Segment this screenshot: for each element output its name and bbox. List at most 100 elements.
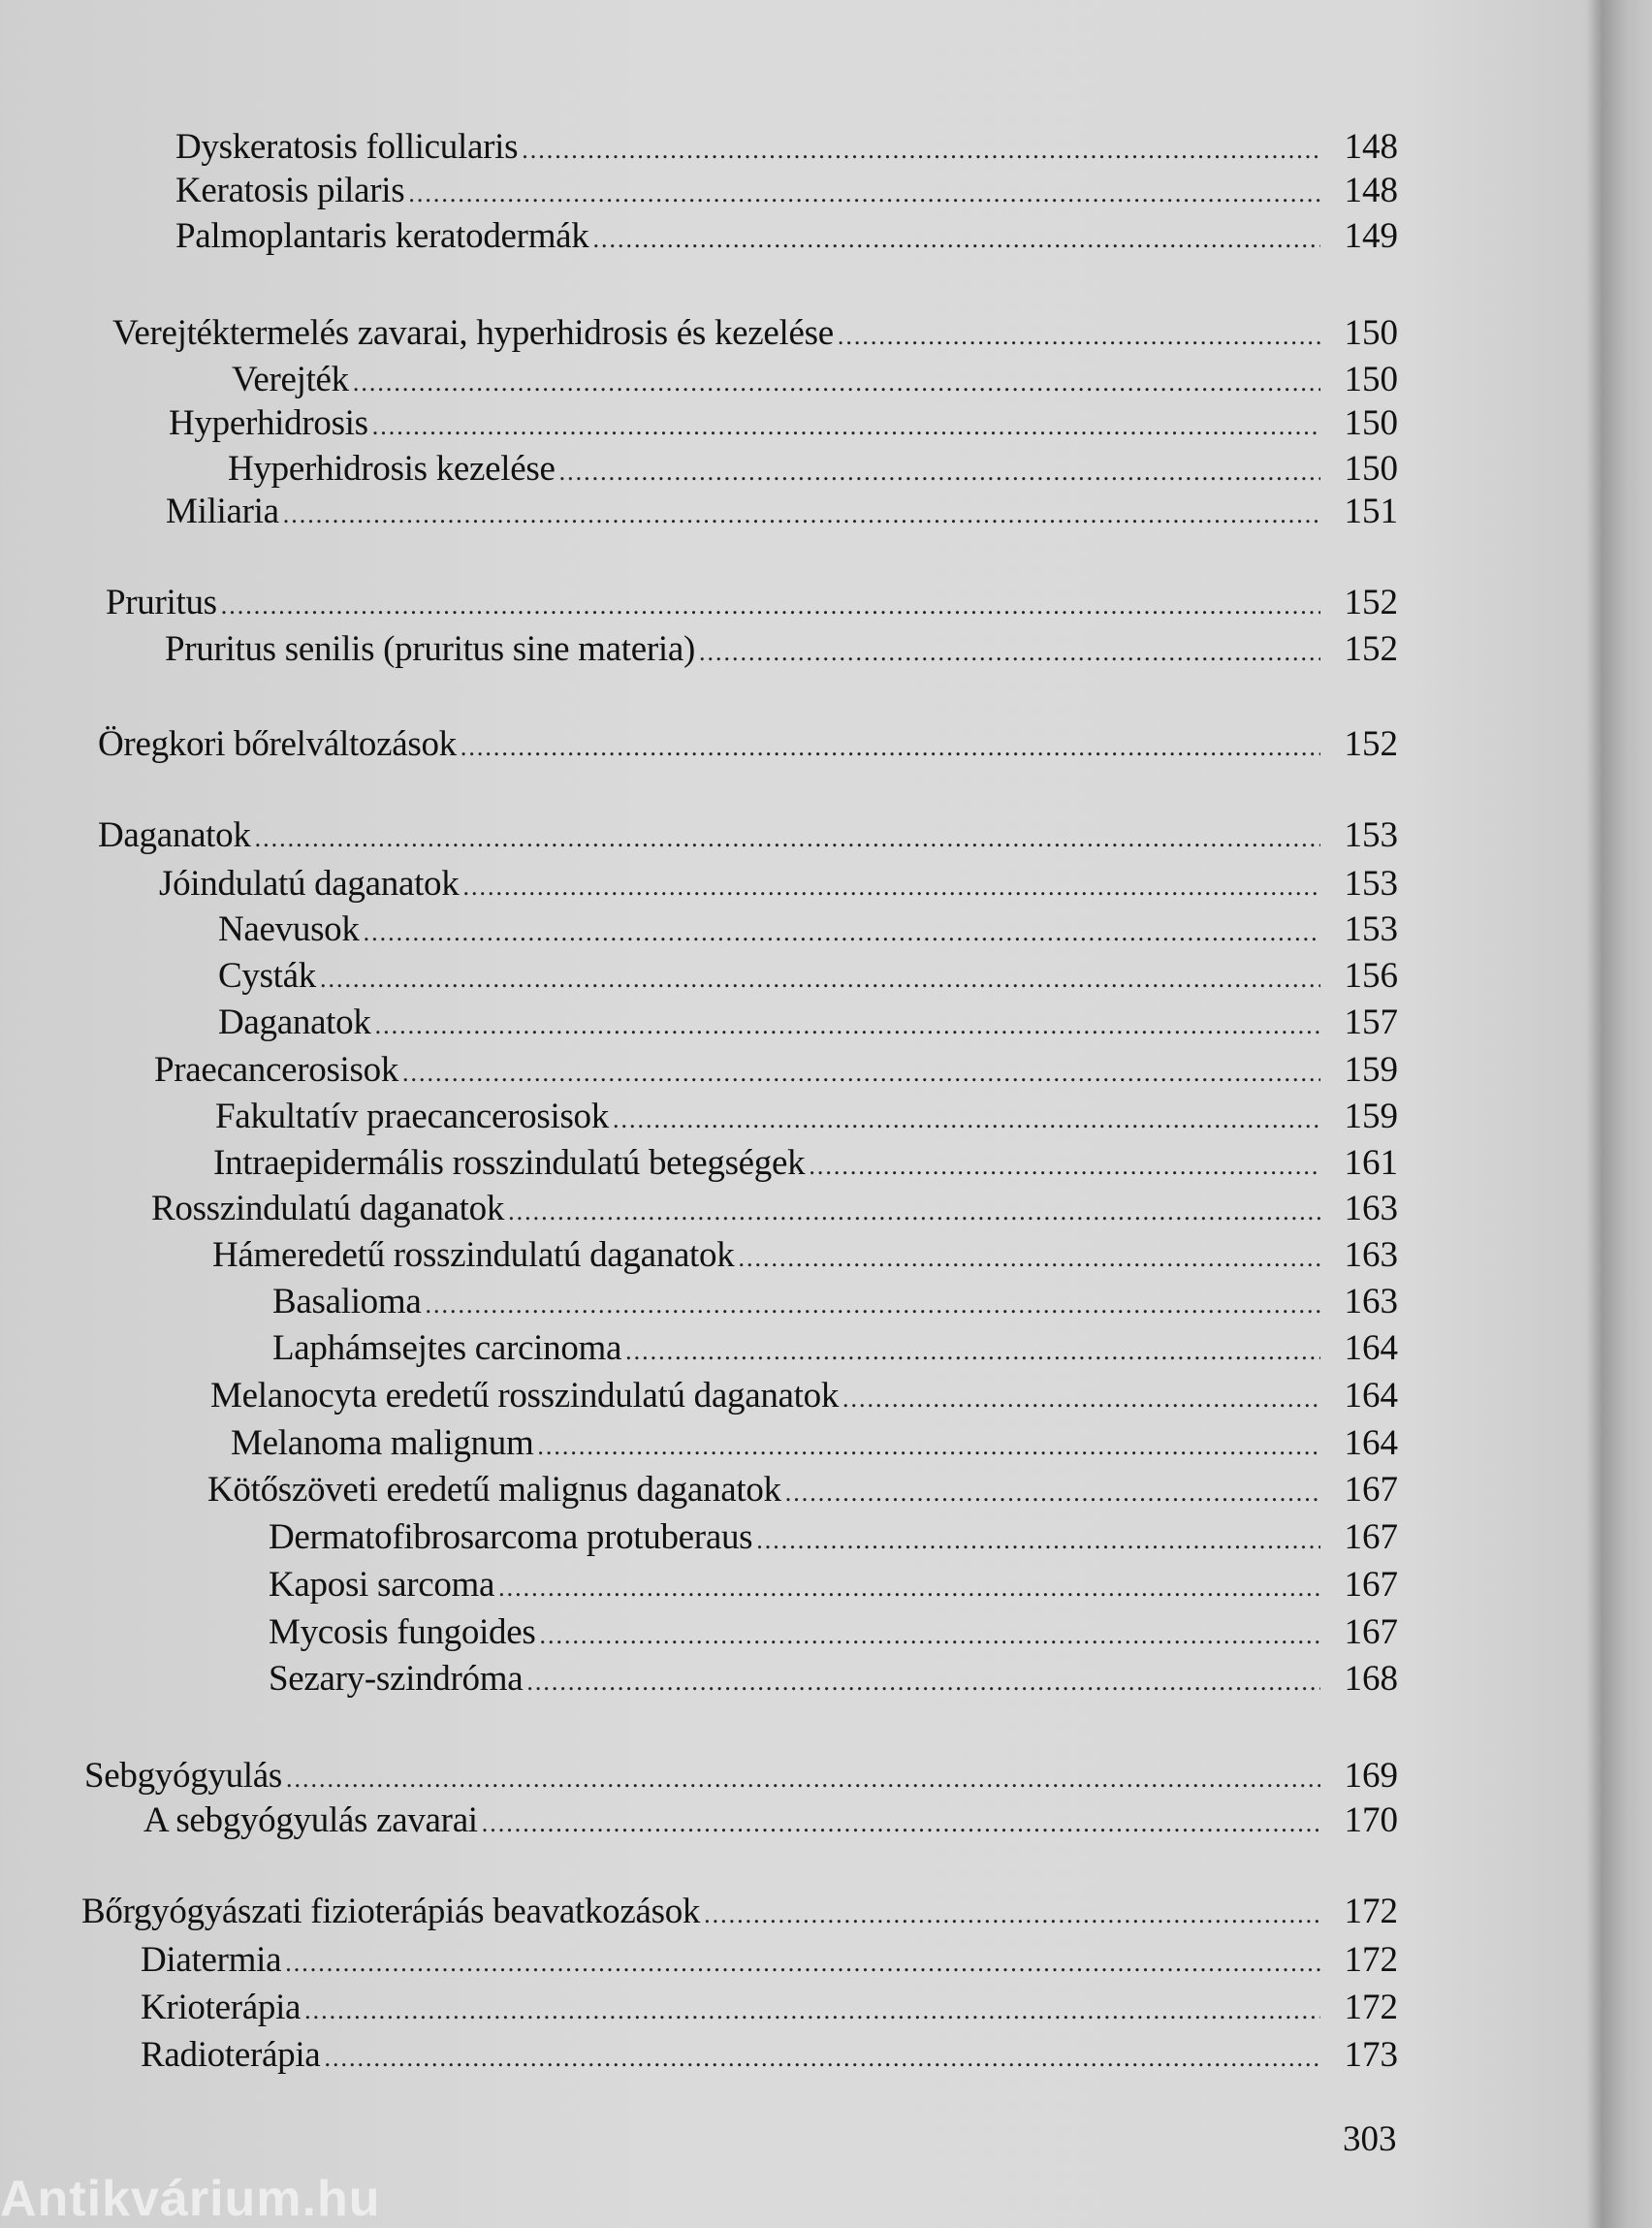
entry-title: Laphámsejtes carcinoma: [272, 1328, 622, 1368]
entry-page: 149: [1344, 216, 1399, 256]
entry-title: Keratosis pilaris: [175, 171, 405, 210]
entry-title: Praecancerosisok: [154, 1050, 399, 1090]
dot-leader: [425, 1284, 1320, 1326]
entry-page: 164: [1344, 1328, 1399, 1368]
dot-leader: [809, 1145, 1320, 1188]
entry-title: Palmoplantaris keratodermák: [175, 216, 589, 256]
toc-entry: Hámeredetű rosszindulatú daganatok 163: [212, 1234, 1398, 1280]
dot-leader: [462, 866, 1320, 908]
entry-page: 167: [1344, 1612, 1399, 1652]
entry-title: Melanoma malignum: [231, 1423, 534, 1463]
entry-page: 150: [1344, 403, 1399, 443]
entry-title: Kaposi sarcoma: [269, 1565, 495, 1605]
toc-entry: Sezary-szindróma 168: [269, 1658, 1398, 1703]
entry-title: Radioterápia: [141, 2035, 321, 2075]
toc-entry: Melanocyta eredetű rosszindulatú daganat…: [210, 1375, 1398, 1420]
toc-entry: Laphámsejtes carcinoma 164: [272, 1327, 1398, 1373]
toc-entry: Kaposi sarcoma 167: [269, 1564, 1398, 1609]
entry-page: 170: [1344, 1800, 1399, 1840]
dot-leader: [508, 1191, 1320, 1233]
entry-title: Mycosis fungoides: [269, 1612, 536, 1652]
toc-entry: Hyperhidrosis 150: [169, 402, 1398, 448]
toc-entry: Mycosis fungoides 167: [269, 1611, 1398, 1657]
entry-title: Melanocyta eredetű rosszindulatú daganat…: [210, 1376, 840, 1416]
entry-page: 161: [1344, 1143, 1399, 1183]
entry-title: Öregkori bőrelváltozások: [98, 724, 457, 764]
entry-title: Cysták: [218, 956, 316, 996]
entry-page: 153: [1344, 815, 1399, 855]
toc-entry: Bőrgyógyászati fizioterápiás beavatkozás…: [81, 1891, 1398, 1936]
entry-title: Verejtéktermelés zavarai, hyperhidrosis …: [112, 313, 834, 353]
entry-page: 168: [1344, 1659, 1399, 1699]
entry-title: Dermatofibrosarcoma protuberaus: [269, 1517, 753, 1557]
entry-page: 148: [1344, 171, 1399, 210]
entry-page: 150: [1344, 449, 1399, 489]
dot-leader: [704, 1894, 1320, 1936]
entry-page: 164: [1344, 1376, 1399, 1416]
dot-leader: [375, 1004, 1320, 1047]
dot-leader: [738, 1237, 1320, 1280]
entry-title: Hyperhidrosis: [169, 403, 368, 443]
toc-entry: Radioterápia 173: [141, 2034, 1398, 2080]
entry-page: 151: [1344, 492, 1399, 531]
entry-title: Basalioma: [272, 1282, 422, 1321]
dot-leader: [461, 726, 1320, 769]
entry-page: 173: [1344, 2035, 1399, 2075]
entry-page: 152: [1344, 724, 1399, 764]
entry-page: 153: [1344, 909, 1399, 949]
toc-entry: Sebgyógyulás 169: [84, 1755, 1398, 1800]
toc-entry: Krioterápia 172: [141, 1987, 1398, 2032]
toc-entry: Kötőszöveti eredetű malignus daganatok 16…: [207, 1469, 1398, 1514]
entry-title: Pruritus: [106, 583, 217, 622]
entry-page: 163: [1344, 1189, 1399, 1228]
entry-page: 172: [1344, 1940, 1399, 1980]
toc-entry: A sebgyógyulás zavarai 170: [143, 1799, 1398, 1845]
entry-title: Rosszindulatú daganatok: [151, 1189, 505, 1228]
dot-leader: [408, 173, 1320, 215]
dot-leader: [785, 1472, 1320, 1514]
entry-page: 159: [1344, 1097, 1399, 1136]
toc-entry: Dyskeratosis follicularis 148: [175, 126, 1398, 172]
toc-entry: Verejtéktermelés zavarai, hyperhidrosis …: [112, 312, 1398, 358]
entry-title: A sebgyógyulás zavarai: [143, 1800, 478, 1840]
toc-entry: Dermatofibrosarcoma protuberaus 167: [269, 1516, 1398, 1562]
entry-title: Hyperhidrosis kezelése: [228, 449, 556, 489]
dot-leader: [255, 817, 1320, 860]
toc-entry: Keratosis pilaris 148: [175, 170, 1398, 215]
toc-entry: Daganatok 157: [218, 1002, 1398, 1047]
dot-leader: [353, 362, 1320, 404]
entry-title: Pruritus senilis (pruritus sine materia): [165, 629, 696, 669]
dot-leader: [537, 1425, 1320, 1468]
dot-leader: [498, 1567, 1320, 1609]
dot-leader: [526, 1661, 1320, 1703]
toc-entry: Melanoma malignum 164: [231, 1422, 1398, 1468]
entry-page: 167: [1344, 1470, 1399, 1510]
entry-page: 153: [1344, 864, 1399, 904]
toc-entry: Fakultatív praecancerosisok 159: [215, 1096, 1398, 1141]
dot-leader: [699, 631, 1320, 674]
dot-leader: [364, 911, 1320, 954]
toc-entry: Rosszindulatú daganatok 163: [151, 1188, 1398, 1233]
toc-entry: Diatermia 172: [141, 1939, 1398, 1985]
toc-entry: Daganatok 153: [98, 814, 1398, 860]
entry-title: Bőrgyógyászati fizioterápiás beavatkozás…: [81, 1892, 701, 1931]
entry-title: Daganatok: [218, 1003, 371, 1042]
entry-page: 169: [1344, 1756, 1399, 1796]
dot-leader: [283, 493, 1320, 536]
entry-title: Naevusok: [218, 909, 360, 949]
dot-leader: [304, 1989, 1320, 2032]
dot-leader: [482, 1802, 1320, 1845]
dot-leader: [625, 1330, 1320, 1373]
dot-leader: [402, 1052, 1320, 1095]
entry-title: Dyskeratosis follicularis: [175, 127, 519, 167]
entry-title: Daganatok: [98, 815, 251, 855]
dot-leader: [838, 315, 1320, 358]
dot-leader: [522, 129, 1320, 172]
toc-entry: Naevusok 153: [218, 908, 1398, 954]
entry-title: Hámeredetű rosszindulatú daganatok: [212, 1235, 735, 1275]
entry-title: Diatermia: [141, 1940, 282, 1980]
dot-leader: [372, 405, 1320, 448]
dot-leader: [559, 451, 1320, 493]
entry-page: 167: [1344, 1565, 1399, 1605]
watermark: Antikvárium.hu: [0, 2171, 381, 2227]
